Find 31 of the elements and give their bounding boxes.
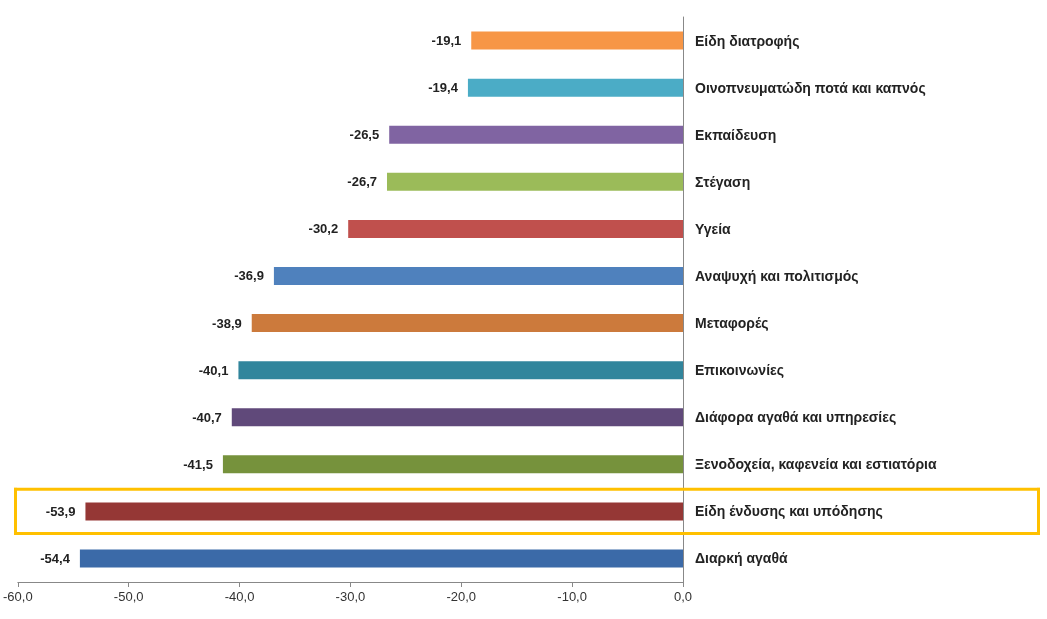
data-label: -30,2 xyxy=(308,221,339,237)
data-label: -53,9 xyxy=(45,503,76,519)
y-tick-label: Αναψυχή και πολιτισμός xyxy=(695,267,859,284)
x-tick-label: -40,0 xyxy=(224,589,255,604)
x-tick-label: -50,0 xyxy=(113,589,144,604)
data-label: -19,4 xyxy=(428,80,459,96)
y-tick-label: Ξενοδοχεία, καφενεία και εστιατόρια xyxy=(695,456,937,473)
x-tick-label: -60,0 xyxy=(3,589,33,604)
data-label: -26,7 xyxy=(347,174,377,190)
x-tick-label: -30,0 xyxy=(335,589,366,604)
data-label: -40,7 xyxy=(192,409,222,425)
y-tick-label: Εκπαίδευση xyxy=(695,126,777,143)
x-tick-label: -20,0 xyxy=(446,589,477,604)
y-tick-label: Είδη ένδυσης και υπόδησης xyxy=(695,503,883,520)
data-label: -41,5 xyxy=(183,456,213,472)
data-label: -40,1 xyxy=(198,362,229,378)
y-tick-label: Επικοινωνίες xyxy=(695,362,784,379)
data-label: -26,5 xyxy=(349,127,380,143)
y-tick-label: Διάφορα αγαθά και υπηρεσίες xyxy=(695,409,897,426)
data-label: -54,4 xyxy=(40,550,71,566)
y-tick-label: Μεταφορές xyxy=(695,315,769,332)
x-tick-label: 0,0 xyxy=(673,589,693,604)
data-label: -38,9 xyxy=(212,315,242,331)
data-label: -19,1 xyxy=(431,33,462,49)
y-tick-label: Στέγαση xyxy=(695,173,751,190)
data-label: -36,9 xyxy=(234,268,264,284)
y-tick-label: Οινοπνευματώδη ποτά και καπνός xyxy=(695,79,926,96)
x-tick-label: -10,0 xyxy=(557,589,587,604)
y-tick-label: Διαρκή αγαθά xyxy=(695,550,789,567)
y-tick-label: Είδη διατροφής xyxy=(695,32,800,49)
y-tick-label: Υγεία xyxy=(695,220,732,237)
